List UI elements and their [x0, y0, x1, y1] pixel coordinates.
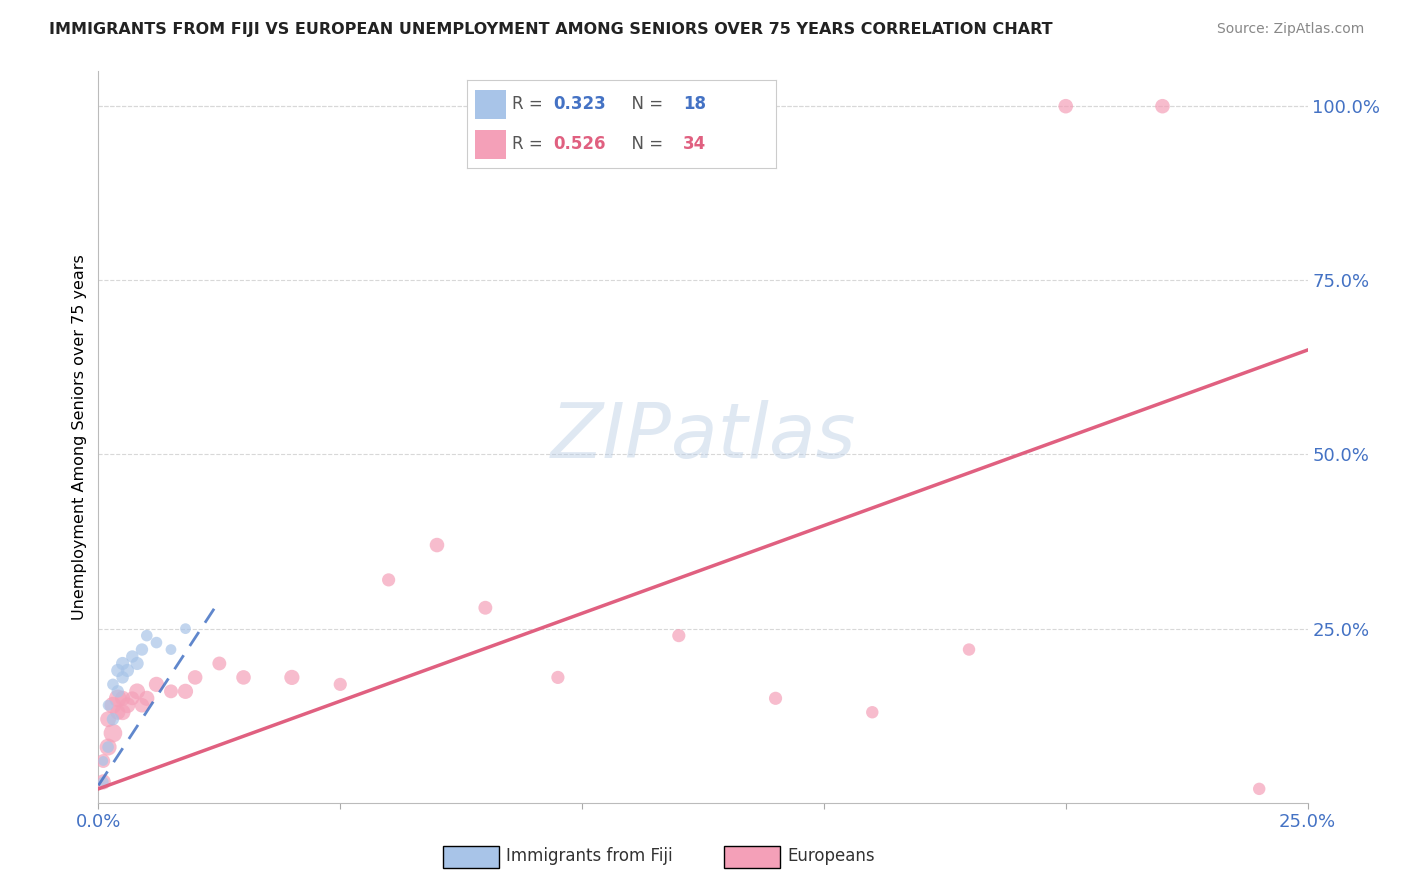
- Point: [160, 642, 183, 657]
- Point: [121, 649, 143, 664]
- Point: [131, 642, 153, 657]
- Point: [474, 600, 496, 615]
- Point: [426, 538, 449, 552]
- Point: [111, 657, 134, 671]
- Point: [135, 691, 157, 706]
- Point: [1054, 99, 1077, 113]
- Point: [145, 635, 167, 649]
- Point: [97, 740, 120, 755]
- Point: [329, 677, 352, 691]
- Point: [97, 698, 120, 713]
- Point: [91, 754, 114, 768]
- Point: [1152, 99, 1174, 113]
- Text: ZIPatlas: ZIPatlas: [550, 401, 856, 474]
- Point: [765, 691, 787, 706]
- Point: [97, 712, 120, 726]
- Point: [547, 670, 569, 684]
- Point: [91, 775, 114, 789]
- Y-axis label: Unemployment Among Seniors over 75 years: Unemployment Among Seniors over 75 years: [72, 254, 87, 620]
- Point: [232, 670, 254, 684]
- Point: [1249, 781, 1271, 796]
- Point: [957, 642, 980, 657]
- Text: Immigrants from Fiji: Immigrants from Fiji: [506, 847, 673, 865]
- Point: [208, 657, 231, 671]
- Point: [111, 691, 134, 706]
- Point: [121, 691, 143, 706]
- Point: [101, 698, 124, 713]
- Point: [127, 657, 149, 671]
- Point: [174, 622, 197, 636]
- Point: [860, 705, 883, 719]
- Point: [377, 573, 399, 587]
- Point: [127, 684, 149, 698]
- Point: [184, 670, 207, 684]
- Point: [160, 684, 183, 698]
- Point: [281, 670, 304, 684]
- Point: [101, 677, 124, 691]
- Text: IMMIGRANTS FROM FIJI VS EUROPEAN UNEMPLOYMENT AMONG SENIORS OVER 75 YEARS CORREL: IMMIGRANTS FROM FIJI VS EUROPEAN UNEMPLO…: [49, 22, 1053, 37]
- Point: [111, 705, 134, 719]
- Point: [668, 629, 690, 643]
- Text: Europeans: Europeans: [787, 847, 875, 865]
- Point: [107, 664, 129, 678]
- Text: Source: ZipAtlas.com: Source: ZipAtlas.com: [1216, 22, 1364, 37]
- Point: [135, 629, 157, 643]
- Point: [107, 705, 129, 719]
- Point: [107, 684, 129, 698]
- Point: [174, 684, 197, 698]
- Point: [91, 775, 114, 789]
- Point: [117, 664, 139, 678]
- Point: [111, 670, 134, 684]
- Point: [97, 740, 120, 755]
- Point: [145, 677, 167, 691]
- Point: [107, 691, 129, 706]
- Point: [131, 698, 153, 713]
- Point: [101, 726, 124, 740]
- Point: [101, 712, 124, 726]
- Point: [117, 698, 139, 713]
- Point: [91, 754, 114, 768]
